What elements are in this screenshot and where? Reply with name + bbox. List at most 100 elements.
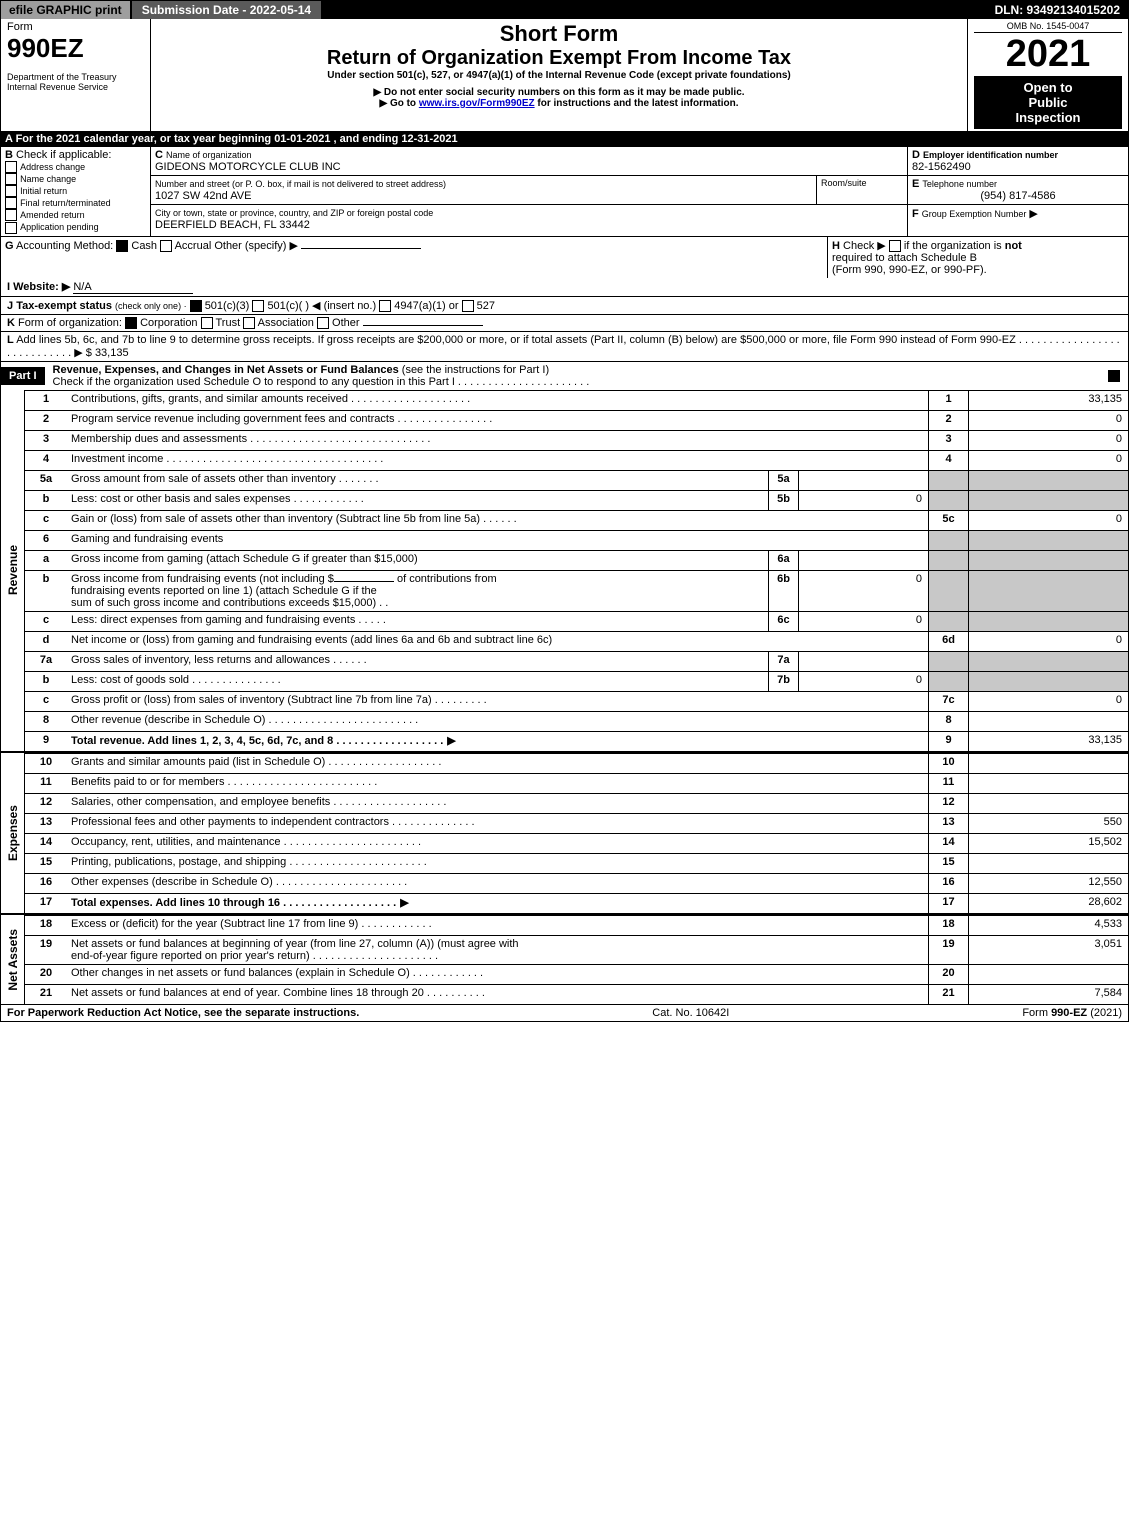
line-13-key: 13 <box>928 814 968 833</box>
line-9-key: 9 <box>928 732 968 751</box>
line-15-key: 15 <box>928 854 968 873</box>
b-opt-4-checkbox[interactable] <box>5 209 17 221</box>
website-value: N/A <box>73 281 193 294</box>
b-opt-3-checkbox[interactable] <box>5 197 17 209</box>
line-7b-rkey <box>928 672 968 691</box>
line-16-desc: Other expenses (describe in Schedule O) … <box>67 874 928 893</box>
dln-label: DLN: 93492134015202 <box>987 1 1128 19</box>
line-7a-rval <box>968 652 1128 671</box>
line-5c-num: c <box>25 511 67 530</box>
line-7c-desc: Gross profit or (loss) from sales of inv… <box>67 692 928 711</box>
accrual-label: Accrual <box>175 240 212 252</box>
line-5b-desc: Less: cost or other basis and sales expe… <box>67 491 768 510</box>
form-word: Form <box>7 21 144 33</box>
line-5b-rval <box>968 491 1128 510</box>
line-4-desc: Investment income . . . . . . . . . . . … <box>67 451 928 470</box>
name-of-org-label: Name of organization <box>166 150 252 160</box>
line-16-key: 16 <box>928 874 968 893</box>
line-7b: b Less: cost of goods sold . . . . . . .… <box>25 671 1128 691</box>
line-7c: c Gross profit or (loss) from sales of i… <box>25 691 1128 711</box>
dept-irs: Internal Revenue Service <box>7 82 144 92</box>
schedule-b-checkbox[interactable] <box>889 240 901 252</box>
line-19: 19 Net assets or fund balances at beginn… <box>25 935 1128 964</box>
line-5a-key: 5a <box>768 471 798 490</box>
trust-checkbox[interactable] <box>201 317 213 329</box>
section-i: I Website: ▶ N/A <box>1 278 1128 296</box>
goto-prefix: ▶ Go to <box>379 98 418 109</box>
b-opt-0-checkbox[interactable] <box>5 161 17 173</box>
line-2-desc: Program service revenue including govern… <box>67 411 928 430</box>
line-13-desc: Professional fees and other payments to … <box>67 814 928 833</box>
line-13-val: 550 <box>968 814 1128 833</box>
form-header: Form 990EZ Department of the Treasury In… <box>1 19 1128 132</box>
line-21-val: 7,584 <box>968 985 1128 1004</box>
line-6a-rkey <box>928 551 968 570</box>
501c3-checkbox[interactable] <box>190 300 202 312</box>
accrual-checkbox[interactable] <box>160 240 172 252</box>
line-6a-rval <box>968 551 1128 570</box>
line-11-num: 11 <box>25 774 67 793</box>
line-6d-desc: Net income or (loss) from gaming and fun… <box>67 632 928 651</box>
main-title: Return of Organization Exempt From Incom… <box>157 47 961 70</box>
501c-label: 501(c)( ) ◀ (insert no.) <box>267 300 376 312</box>
netassets-side-label: Net Assets <box>1 915 25 1004</box>
line-11-val <box>968 774 1128 793</box>
irs-link[interactable]: www.irs.gov/Form990EZ <box>419 98 535 109</box>
line-7b-rval <box>968 672 1128 691</box>
other-specify-label: Other (specify) ▶ <box>214 240 298 252</box>
warning-goto: ▶ Go to www.irs.gov/Form990EZ for instru… <box>157 98 961 109</box>
501c-checkbox[interactable] <box>252 300 264 312</box>
section-j: J Tax-exempt status (check only one) · 5… <box>1 296 1128 314</box>
section-gh: G Accounting Method: Cash Accrual Other … <box>1 236 1128 278</box>
line-20-num: 20 <box>25 965 67 984</box>
527-checkbox[interactable] <box>462 300 474 312</box>
h-check-text: Check ▶ <box>843 240 886 252</box>
group-exemption-label: Group Exemption Number <box>922 209 1027 219</box>
line-12-key: 12 <box>928 794 968 813</box>
b-opt-1-checkbox[interactable] <box>5 173 17 185</box>
corporation-checkbox[interactable] <box>125 317 137 329</box>
line-3: 3 Membership dues and assessments . . . … <box>25 430 1128 450</box>
other-specify-field[interactable] <box>301 248 421 249</box>
b-opt-4-label: Amended return <box>20 210 85 220</box>
section-d-label: D <box>912 149 920 161</box>
section-e-label: E <box>912 178 919 190</box>
line-6d: d Net income or (loss) from gaming and f… <box>25 631 1128 651</box>
part1-title: Revenue, Expenses, and Changes in Net As… <box>53 364 399 376</box>
line-6c-subval: 0 <box>798 612 928 631</box>
line-7a-desc: Gross sales of inventory, less returns a… <box>67 652 768 671</box>
section-f-label: F <box>912 208 919 220</box>
line-6b-subval: 0 <box>798 571 928 611</box>
line-8: 8 Other revenue (describe in Schedule O)… <box>25 711 1128 731</box>
b-opt-2-checkbox[interactable] <box>5 185 17 197</box>
line-20: 20 Other changes in net assets or fund b… <box>25 964 1128 984</box>
association-checkbox[interactable] <box>243 317 255 329</box>
section-h-label: H <box>832 240 840 252</box>
line-6c: c Less: direct expenses from gaming and … <box>25 611 1128 631</box>
subtitle: Under section 501(c), 527, or 4947(a)(1)… <box>157 70 961 81</box>
line-11: 11 Benefits paid to or for members . . .… <box>25 773 1128 793</box>
4947-checkbox[interactable] <box>379 300 391 312</box>
efile-print-button[interactable]: efile GRAPHIC print <box>1 1 132 19</box>
line-4: 4 Investment income . . . . . . . . . . … <box>25 450 1128 470</box>
part1-schedule-o-checkbox[interactable] <box>1108 370 1120 382</box>
line-18-desc: Excess or (deficit) for the year (Subtra… <box>67 916 928 935</box>
cash-checkbox[interactable] <box>116 240 128 252</box>
527-label: 527 <box>477 300 495 312</box>
line-8-key: 8 <box>928 712 968 731</box>
association-label: Association <box>258 317 314 329</box>
page-footer: For Paperwork Reduction Act Notice, see … <box>1 1004 1128 1021</box>
h-text3: required to attach Schedule B <box>832 252 977 264</box>
line-10: 10 Grants and similar amounts paid (list… <box>25 753 1128 773</box>
line-21-key: 21 <box>928 985 968 1004</box>
other-org-field[interactable] <box>363 325 483 326</box>
line-6b-amount-field[interactable] <box>334 581 394 582</box>
b-opt-5-checkbox[interactable] <box>5 222 17 234</box>
line-6c-rkey <box>928 612 968 631</box>
line-2-key: 2 <box>928 411 968 430</box>
open-line3: Inspection <box>978 110 1118 125</box>
line-7a-key: 7a <box>768 652 798 671</box>
other-org-checkbox[interactable] <box>317 317 329 329</box>
corporation-label: Corporation <box>140 317 197 329</box>
line-6c-key: 6c <box>768 612 798 631</box>
